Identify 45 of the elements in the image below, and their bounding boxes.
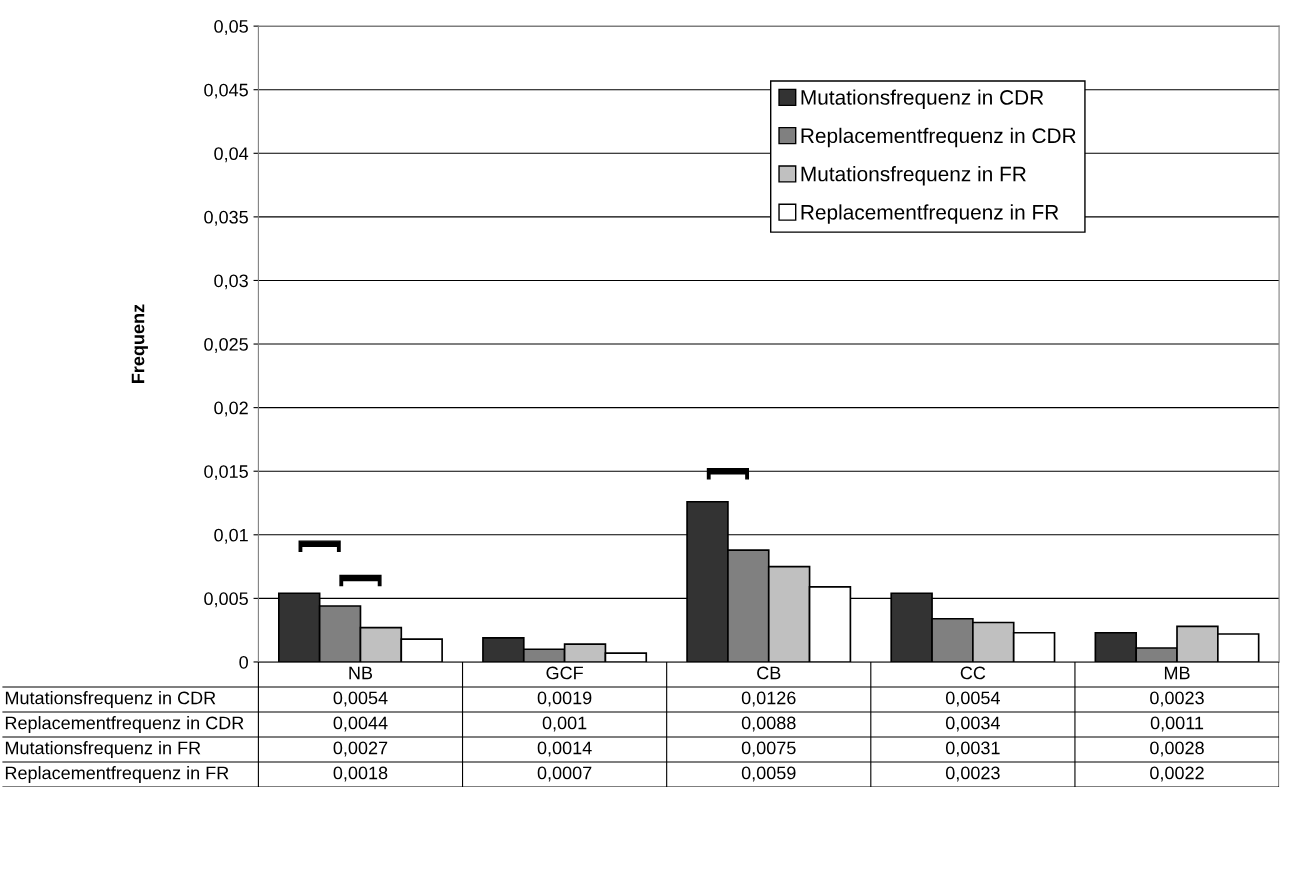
- data-label: 0,0126: [741, 691, 796, 707]
- y-tick-label: 0,01: [214, 528, 248, 544]
- y-tick-label: 0,05: [214, 20, 248, 35]
- y-tick-label: 0,04: [214, 147, 249, 163]
- data-label: 0,0023: [945, 766, 1000, 782]
- data-label: 0,001: [542, 716, 587, 732]
- y-tick-label: 0,015: [204, 465, 248, 481]
- y-axis-title: Frequenz: [131, 304, 148, 383]
- y-tick-label: 0: [239, 655, 248, 669]
- data-label: 0,0014: [537, 741, 592, 757]
- data-label: 0,0031: [945, 741, 1000, 757]
- data-label: 0,0019: [537, 691, 592, 707]
- y-tick-label: 0,005: [204, 592, 248, 608]
- legend-label: Mutationsfrequenz in FR: [801, 166, 1026, 186]
- data-label: 0,0075: [741, 741, 796, 757]
- x-tick-label: NB: [349, 666, 373, 680]
- x-tick-label: CB: [757, 666, 781, 680]
- data-label: 0,0044: [333, 716, 388, 732]
- x-tick-label: MB: [1164, 666, 1190, 680]
- data-label: 0,0023: [1150, 691, 1204, 707]
- data-label: 0,0022: [1150, 766, 1204, 782]
- legend-label: Replacementfrequenz in CDR: [801, 127, 1076, 148]
- legend-label: Replacementfrequenz in FR: [801, 204, 1059, 224]
- y-tick-label: 0,02: [214, 401, 248, 417]
- data-label: 0,0011: [1150, 716, 1204, 732]
- data-label: 0,0054: [945, 691, 1000, 707]
- data-label: 0,0018: [333, 766, 388, 782]
- text: Replacementfrequenz in CDR: [5, 716, 244, 733]
- y-tick-label: 0,03: [214, 274, 248, 290]
- data-label: 0,0088: [741, 716, 796, 732]
- data-label: 0,0054: [333, 691, 388, 707]
- data-label: 0,0007: [537, 766, 592, 782]
- data-label: 0,0028: [1150, 741, 1204, 757]
- data-label: 0,0034: [945, 716, 1000, 732]
- text: Mutationsfrequenz in CDR: [5, 691, 216, 708]
- legend-label: Mutationsfrequenz in CDR: [801, 89, 1044, 109]
- x-tick-label: GCF: [546, 666, 583, 680]
- y-tick-label: 0,035: [204, 210, 248, 226]
- x-tick-label: CC: [960, 666, 986, 680]
- y-tick-label: 0,045: [204, 83, 248, 99]
- data-label: 0,0059: [741, 766, 796, 782]
- y-tick-label: 0,025: [204, 337, 248, 353]
- text: Mutationsfrequenz in FR: [5, 741, 201, 758]
- text: Replacementfrequenz in FR: [5, 766, 229, 783]
- data-label: 0,0027: [333, 741, 388, 757]
